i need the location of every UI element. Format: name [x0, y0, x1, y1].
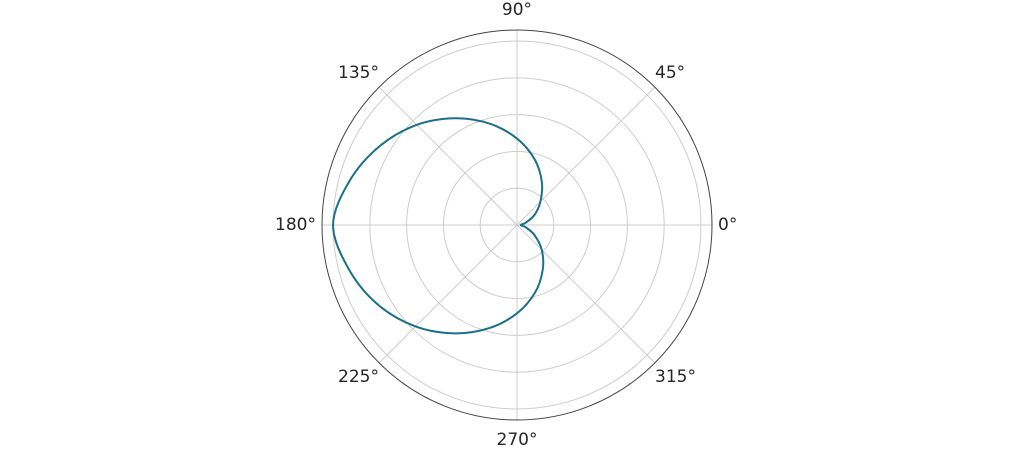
theta-tick-label-135: 135° — [338, 63, 379, 83]
series-layer — [332, 117, 545, 335]
theta-tick-labels: 0° 45° 90° 135° 180° 225° 270° 315° — [275, 0, 737, 450]
theta-tick-label-45: 45° — [655, 63, 685, 83]
grid-layer — [321, 29, 713, 421]
spoke-45 — [516, 86, 656, 226]
theta-tick-label-315: 315° — [655, 367, 696, 387]
spoke-135 — [378, 86, 518, 226]
series-line-0 — [332, 117, 545, 335]
ring-3 — [406, 114, 628, 336]
ring-1 — [479, 187, 555, 263]
ring-2 — [442, 150, 592, 300]
theta-tick-label-0: 0° — [718, 215, 737, 235]
theta-tick-label-90: 90° — [502, 0, 532, 20]
spoke-225 — [378, 224, 518, 364]
theta-tick-label-180: 180° — [275, 215, 316, 235]
outer-frame — [321, 29, 713, 421]
theta-tick-label-270: 270° — [497, 430, 538, 450]
spoke-315 — [516, 224, 656, 364]
theta-tick-label-225: 225° — [338, 367, 379, 387]
ring-4 — [369, 77, 665, 373]
